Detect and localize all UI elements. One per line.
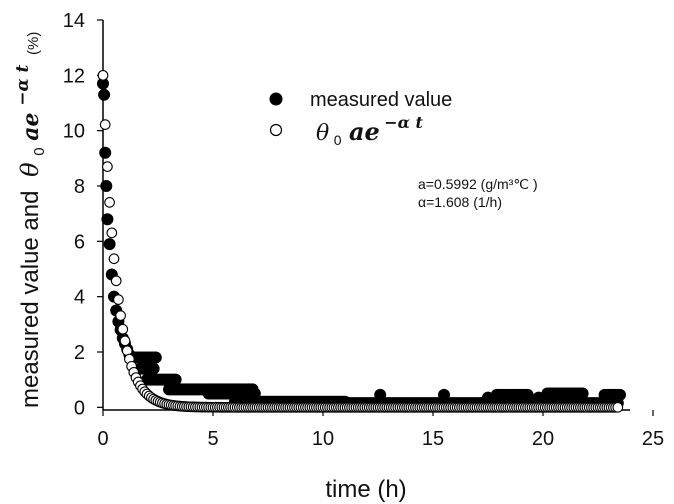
y-tick-label-3: 6 (74, 231, 85, 253)
measured-point-4 (101, 213, 114, 226)
x-tick-label-5: 25 (642, 428, 664, 450)
measured-point-316 (576, 387, 589, 400)
y-axis-title-sup: −α t (13, 65, 33, 106)
measured-point-325 (374, 388, 387, 401)
x-tick-label-3: 15 (422, 428, 444, 450)
model-point-3 (104, 197, 115, 208)
x-tick-label-4: 20 (532, 428, 554, 450)
measured-point-33 (147, 362, 160, 375)
y-tick-label-1: 2 (74, 342, 85, 364)
y-axis-title-theta: θ (16, 162, 44, 177)
measured-point-5 (103, 238, 116, 251)
legend-model-sup: −α t (384, 113, 423, 132)
y-axis-title: measured value and θ 0 ae −α t (%) (7, 32, 50, 408)
legend-marker-model (269, 123, 283, 137)
legend: measured value θ 0 ae −α t (269, 89, 452, 149)
model-point-0 (97, 69, 109, 81)
model-point-8 (115, 310, 126, 321)
legend-label-measured: measured value (310, 89, 452, 111)
y-tick-label-5: 10 (63, 121, 85, 143)
x-axis-title: time (h) (325, 476, 406, 503)
x-tick-label-0: 0 (97, 428, 108, 450)
y-tick-label-7: 14 (63, 10, 85, 32)
annotation-a: a=0.5992 (g/m³℃ ) (418, 176, 538, 192)
model-point-1 (99, 119, 111, 130)
y-tick-label-2: 4 (74, 287, 85, 309)
model-point-4 (106, 227, 118, 239)
model-point-10 (119, 335, 131, 347)
series-model (97, 69, 624, 413)
y-axis-title-prefix: measured value and (17, 191, 44, 408)
annotation-alpha: α=1.608 (1/h) (418, 194, 502, 210)
model-point-9 (117, 323, 129, 335)
legend-marker-measured (269, 92, 283, 106)
measured-point-299 (521, 388, 534, 401)
y-tick-label-4: 8 (74, 176, 85, 198)
ticks: 0 5 10 15 20 25 0 2 4 6 8 10 12 14 (63, 10, 664, 450)
axes (102, 20, 630, 411)
measured-point-327 (482, 391, 494, 404)
parameter-annotations: a=0.5992 (g/m³℃ ) α=1.608 (1/h) (418, 176, 538, 210)
measured-point-2 (99, 146, 112, 159)
y-axis-title-base: ae (18, 112, 44, 140)
x-tick-label-1: 5 (207, 428, 218, 450)
measured-point-26 (149, 351, 162, 364)
measured-point-1 (98, 88, 111, 101)
y-axis-title-text: measured value and θ 0 ae −α t (%) (7, 32, 50, 408)
legend-model-base: ae (349, 117, 380, 146)
legend-label-model: θ 0 ae −α t (316, 113, 424, 149)
x-tick-label-2: 10 (312, 428, 334, 450)
legend-model-theta: θ (316, 121, 329, 146)
y-tick-label-6: 12 (63, 65, 85, 87)
model-point-6 (110, 275, 122, 287)
model-point-5 (108, 253, 120, 265)
y-axis-title-unit: (%) (25, 32, 42, 55)
measured-point-326 (438, 388, 450, 401)
legend-model-sub: 0 (334, 132, 342, 148)
model-point-234 (612, 401, 624, 413)
measured-point-324 (614, 388, 626, 401)
y-axis-title-sub: 0 (31, 147, 48, 155)
y-tick-label-0: 0 (74, 397, 85, 419)
measured-point-3 (100, 180, 113, 192)
model-point-7 (113, 294, 124, 305)
model-point-2 (102, 161, 113, 172)
